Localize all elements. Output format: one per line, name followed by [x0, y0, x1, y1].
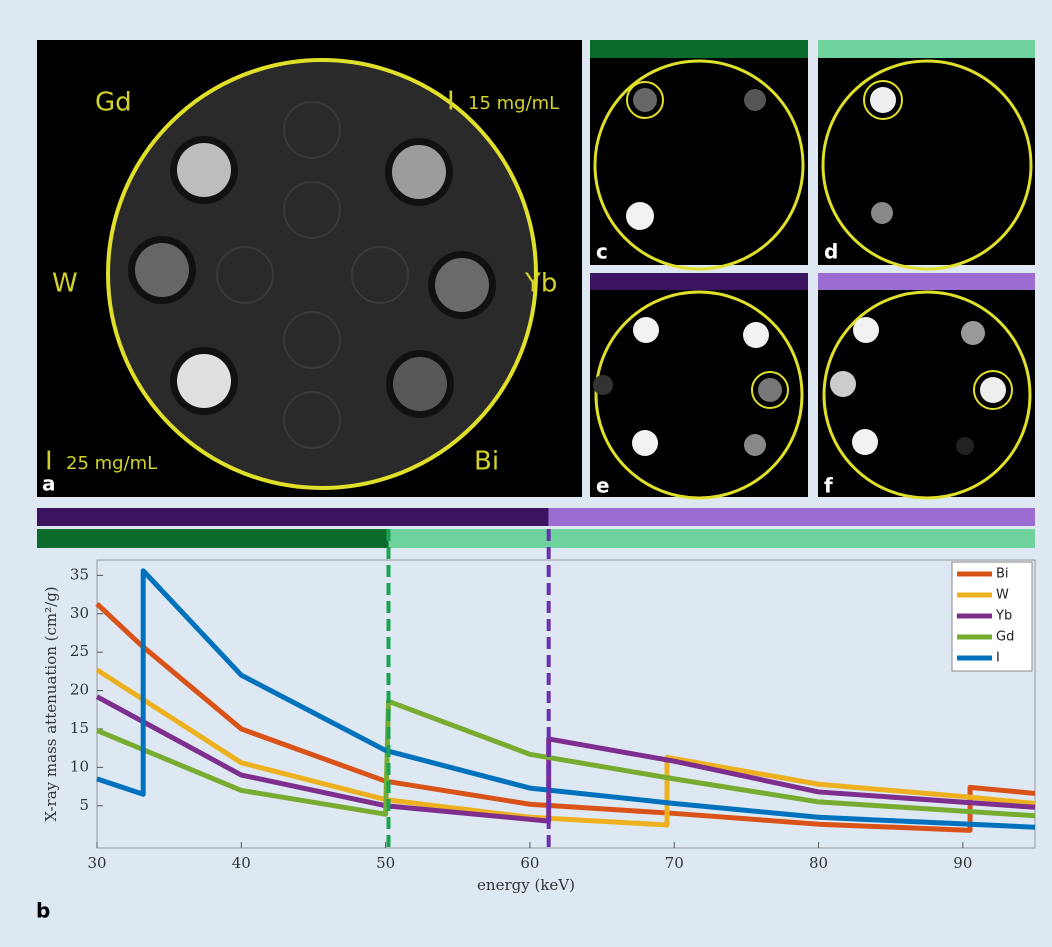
- vial: [830, 371, 856, 397]
- y-tick-label: 5: [79, 796, 89, 814]
- label: 15 mg/mL: [468, 93, 559, 114]
- panel-label: d: [824, 240, 838, 264]
- panel-label: e: [596, 474, 610, 498]
- panel-d: d: [818, 40, 1035, 269]
- label: 25 mg/mL: [66, 453, 157, 474]
- legend-label: Bi: [996, 567, 1009, 582]
- vial: [853, 317, 879, 343]
- vial: [135, 243, 189, 297]
- threshold-bar: [37, 508, 549, 526]
- panel-f: f: [818, 273, 1035, 498]
- panel-e: e: [590, 273, 808, 498]
- y-axis-label: X-ray mass attenuation (cm²/g): [42, 586, 60, 821]
- header-bar: [818, 273, 1035, 290]
- panel-c: c: [590, 40, 808, 269]
- vial: [632, 430, 658, 456]
- vial: [758, 378, 782, 402]
- vial: [744, 89, 766, 111]
- vial: [961, 321, 985, 345]
- y-tick-label: 25: [70, 642, 89, 660]
- threshold-bar: [549, 508, 1035, 526]
- x-axis-label: energy (keV): [477, 876, 575, 894]
- x-tick-label: 80: [809, 854, 828, 872]
- vial: [980, 377, 1006, 403]
- y-tick-label: 30: [70, 604, 89, 622]
- y-tick-label: 20: [70, 681, 89, 699]
- x-tick-label: 30: [87, 854, 106, 872]
- threshold-bar: [389, 529, 1035, 548]
- x-tick-label: 40: [232, 854, 251, 872]
- label: Gd: [95, 88, 132, 118]
- vial: [956, 437, 974, 455]
- vial: [743, 322, 769, 348]
- label: W: [52, 269, 78, 299]
- figure: Gd I 15 mg/mL W Yb I 25 mg/mL Bi a c d: [0, 0, 1052, 947]
- header-bar: [818, 40, 1035, 58]
- legend-label: Gd: [996, 630, 1014, 645]
- vial: [871, 202, 893, 224]
- vial: [177, 143, 231, 197]
- panel-a: Gd I 15 mg/mL W Yb I 25 mg/mL Bi a: [37, 40, 582, 497]
- y-tick-label: 35: [70, 565, 89, 583]
- vial: [633, 88, 657, 112]
- vial: [593, 375, 613, 395]
- panel-label: c: [596, 240, 608, 264]
- image: [818, 40, 1035, 265]
- vial: [633, 317, 659, 343]
- y-tick-label: 10: [70, 757, 89, 775]
- panel-label: f: [824, 474, 833, 498]
- header-bar: [590, 40, 808, 58]
- vial: [435, 258, 489, 312]
- label: Yb: [524, 269, 557, 299]
- vial: [392, 145, 446, 199]
- header-bar: [590, 273, 808, 290]
- x-tick-label: 50: [376, 854, 395, 872]
- vial: [870, 87, 896, 113]
- panel-label: a: [42, 472, 56, 496]
- label: I: [447, 87, 455, 117]
- threshold-bar: [37, 529, 389, 548]
- x-tick-label: 60: [520, 854, 539, 872]
- image: [590, 40, 808, 265]
- y-tick-label: 15: [70, 719, 89, 737]
- panel-label: b: [36, 899, 50, 923]
- x-tick-label: 90: [953, 854, 972, 872]
- vial: [177, 354, 231, 408]
- legend-label: I: [996, 651, 1000, 666]
- vial: [744, 434, 766, 456]
- x-tick-label: 70: [665, 854, 684, 872]
- label: Bi: [474, 447, 499, 477]
- legend-label: Yb: [995, 609, 1012, 624]
- vial: [393, 357, 447, 411]
- legend-label: W: [996, 588, 1009, 603]
- vial: [626, 202, 654, 230]
- vial: [852, 429, 878, 455]
